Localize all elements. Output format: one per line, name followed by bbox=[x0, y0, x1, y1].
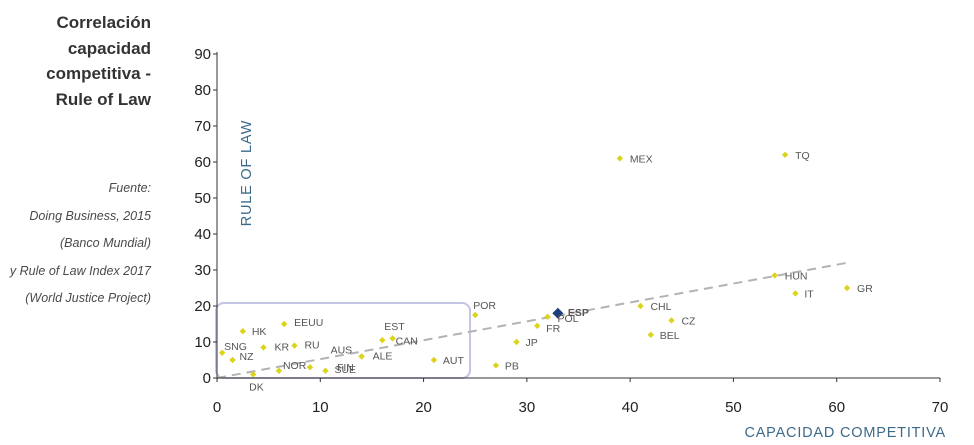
scatter-point bbox=[389, 335, 396, 342]
trendline bbox=[216, 261, 848, 379]
y-tick-label: 40 bbox=[194, 226, 211, 243]
point-label: MEX bbox=[630, 153, 653, 165]
point-label: JP bbox=[526, 337, 538, 349]
x-tick-label: 20 bbox=[415, 399, 432, 416]
y-tick-label: 80 bbox=[194, 82, 211, 99]
scatter-point bbox=[544, 313, 551, 320]
point-label: POL bbox=[558, 313, 579, 325]
scatter-point bbox=[249, 371, 257, 378]
chart-title: Correlación capacidad competitiva - Rule… bbox=[46, 10, 151, 112]
scatter-point bbox=[239, 328, 247, 335]
scatter-point bbox=[322, 367, 329, 374]
point-label: NOR bbox=[283, 360, 307, 372]
title-line: competitiva - bbox=[46, 64, 151, 83]
y-tick-label: 30 bbox=[194, 262, 211, 279]
point-label: RU bbox=[304, 340, 319, 352]
title-line: Correlación bbox=[56, 13, 151, 32]
point-label: CZ bbox=[681, 315, 696, 327]
x-tick-label: 50 bbox=[725, 399, 742, 416]
scatter-point bbox=[430, 356, 438, 364]
source-note: Fuente: Doing Business, 2015 (Banco Mund… bbox=[10, 175, 151, 313]
scatter-point bbox=[306, 364, 314, 371]
y-tick-label: 90 bbox=[194, 46, 211, 63]
point-label: EEUU bbox=[294, 317, 323, 329]
point-label: EST bbox=[384, 321, 405, 333]
scatter-point bbox=[472, 311, 479, 319]
scatter-point bbox=[616, 155, 624, 162]
scatter-point bbox=[513, 338, 520, 346]
source-line: (Banco Mundial) bbox=[59, 236, 151, 250]
scatter-point bbox=[637, 302, 644, 310]
y-tick-label: 60 bbox=[194, 154, 211, 171]
source-line: Fuente: bbox=[108, 181, 151, 195]
point-label: ALE bbox=[373, 350, 393, 362]
y-axis-title: RULE OF LAW bbox=[239, 120, 255, 227]
x-tick-label: 30 bbox=[519, 399, 536, 416]
point-label: SNG bbox=[224, 341, 247, 353]
y-tick-label: 50 bbox=[194, 190, 211, 207]
scatter-point-highlight bbox=[552, 307, 564, 319]
x-tick-label: 40 bbox=[622, 399, 639, 416]
point-label: TQ bbox=[795, 150, 810, 162]
point-label: PB bbox=[505, 360, 519, 372]
point-label: KR bbox=[274, 341, 289, 353]
scatter-point bbox=[229, 356, 236, 364]
point-label: IT bbox=[804, 288, 814, 300]
title-line: capacidad bbox=[67, 38, 151, 58]
y-tick-label: 0 bbox=[203, 370, 211, 387]
source-line: Doing Business, 2015 bbox=[29, 208, 151, 223]
x-tick-label: 60 bbox=[828, 399, 845, 416]
y-tick-label: 10 bbox=[194, 334, 211, 351]
scatter-point bbox=[781, 151, 789, 158]
point-label: HK bbox=[252, 326, 267, 338]
scatter-point bbox=[843, 284, 851, 292]
point-label: SUE bbox=[334, 364, 356, 376]
scatter-point bbox=[275, 367, 283, 374]
scatter-point bbox=[771, 272, 778, 279]
scatter-point bbox=[668, 317, 675, 324]
point-label: NZ bbox=[239, 351, 254, 363]
point-label: DK bbox=[249, 381, 264, 393]
point-label: AUS bbox=[331, 344, 353, 356]
scatter-point bbox=[291, 342, 298, 349]
point-label: POR bbox=[473, 300, 496, 312]
point-label: AUT bbox=[443, 355, 465, 367]
scatter-point bbox=[358, 353, 365, 360]
x-tick-label: 10 bbox=[312, 399, 329, 416]
scatter-point bbox=[218, 349, 226, 356]
y-tick-label: 70 bbox=[194, 118, 211, 135]
x-axis-title: CAPACIDAD COMPETITIVA bbox=[744, 425, 946, 441]
source-line: (World Justice Project) bbox=[25, 291, 151, 305]
scatter-point bbox=[533, 322, 541, 329]
point-label: GR bbox=[857, 283, 873, 295]
point-label: FIN bbox=[337, 362, 354, 374]
scatter-point bbox=[792, 290, 799, 297]
source-line: y Rule of Law Index 2017 bbox=[9, 263, 151, 278]
x-tick-label: 0 bbox=[213, 399, 221, 416]
point-label: ESP bbox=[568, 307, 589, 319]
scatter-point bbox=[647, 331, 654, 338]
point-label: CAN bbox=[396, 335, 418, 347]
point-label: BEL bbox=[660, 330, 680, 342]
x-tick-label: 70 bbox=[932, 399, 949, 416]
point-label: HUN bbox=[785, 270, 808, 282]
y-tick-label: 20 bbox=[194, 298, 211, 315]
point-label: FR bbox=[546, 323, 560, 335]
scatter-point bbox=[379, 337, 386, 344]
scatter-point bbox=[492, 362, 500, 369]
point-label: CHL bbox=[650, 301, 671, 313]
title-line: Rule of Law bbox=[55, 89, 151, 109]
scatter-point bbox=[280, 320, 288, 328]
scatter-point bbox=[260, 344, 267, 351]
